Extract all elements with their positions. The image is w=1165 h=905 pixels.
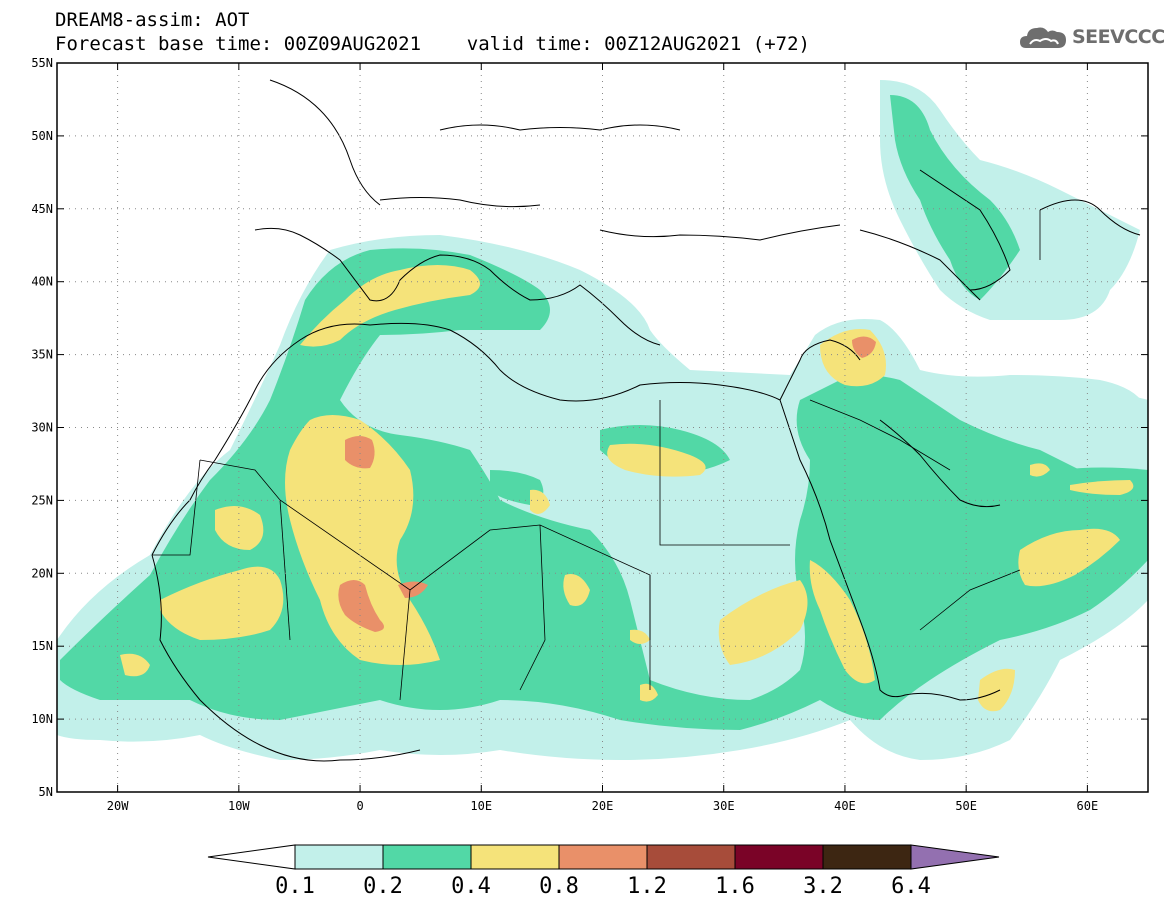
lat-label: 35N [31, 348, 53, 362]
lat-label: 55N [31, 56, 53, 70]
logo-text: SEEVCCC [1072, 26, 1165, 48]
lat-label: 30N [31, 421, 53, 435]
lon-label: 50E [955, 799, 977, 813]
colorbar-boxes [207, 844, 1000, 870]
colorbar-label: 0.1 [275, 874, 315, 899]
map-subtitle: Forecast base time: 00Z09AUG2021 valid t… [55, 33, 810, 55]
colorbar-label: 3.2 [803, 874, 843, 899]
seevccc-logo: SEEVCCC [1018, 22, 1165, 52]
lat-label: 20N [31, 566, 53, 580]
colorbar-box [822, 844, 912, 870]
colorbar-box [734, 844, 824, 870]
lon-label: 40E [834, 799, 856, 813]
latitude-labels: 5N 10N 15N 20N 25N 30N 35N 40N 45N 50N 55N [31, 56, 53, 799]
lon-label: 60E [1077, 799, 1099, 813]
colorbar-label: 0.2 [363, 874, 403, 899]
colorbar-label: 0.8 [539, 874, 579, 899]
colorbar-labels: 0.1 0.2 0.4 0.8 1.2 1.6 3.2 6.4 [275, 874, 931, 899]
aot-fields [57, 80, 1148, 760]
lon-label: 20E [592, 799, 614, 813]
colorbar-label: 6.4 [891, 874, 931, 899]
colorbar-under-triangle [207, 844, 296, 870]
longitude-labels: 20W 10W 0 10E 20E 30E 40E 50E 60E [107, 799, 1098, 813]
map-ticks [57, 62, 1148, 793]
lon-label: 10E [470, 799, 492, 813]
lat-label: 10N [31, 712, 53, 726]
lat-label: 25N [31, 493, 53, 507]
colorbar-box [646, 844, 736, 870]
colorbar-box [558, 844, 648, 870]
colorbar-label: 1.6 [715, 874, 755, 899]
lat-label: 50N [31, 129, 53, 143]
lon-label: 20W [107, 799, 129, 813]
cloud-icon [1020, 27, 1066, 48]
lat-label: 5N [39, 785, 53, 799]
coastlines [151, 79, 1141, 762]
lat-label: 40N [31, 275, 53, 289]
lat-label: 45N [31, 202, 53, 216]
lon-label: 10W [228, 799, 250, 813]
colorbar-label: 0.4 [451, 874, 491, 899]
colorbar-over-triangle [910, 844, 1000, 870]
colorbar-label: 1.2 [627, 874, 667, 899]
lat-label: 15N [31, 639, 53, 653]
country-borders [152, 210, 1041, 701]
map-title: DREAM8-assim: AOT [55, 9, 250, 31]
colorbar-box [470, 844, 560, 870]
colorbar-box [382, 844, 472, 870]
lon-label: 0 [356, 799, 363, 813]
lon-label: 30E [713, 799, 735, 813]
colorbar-box [294, 844, 384, 870]
